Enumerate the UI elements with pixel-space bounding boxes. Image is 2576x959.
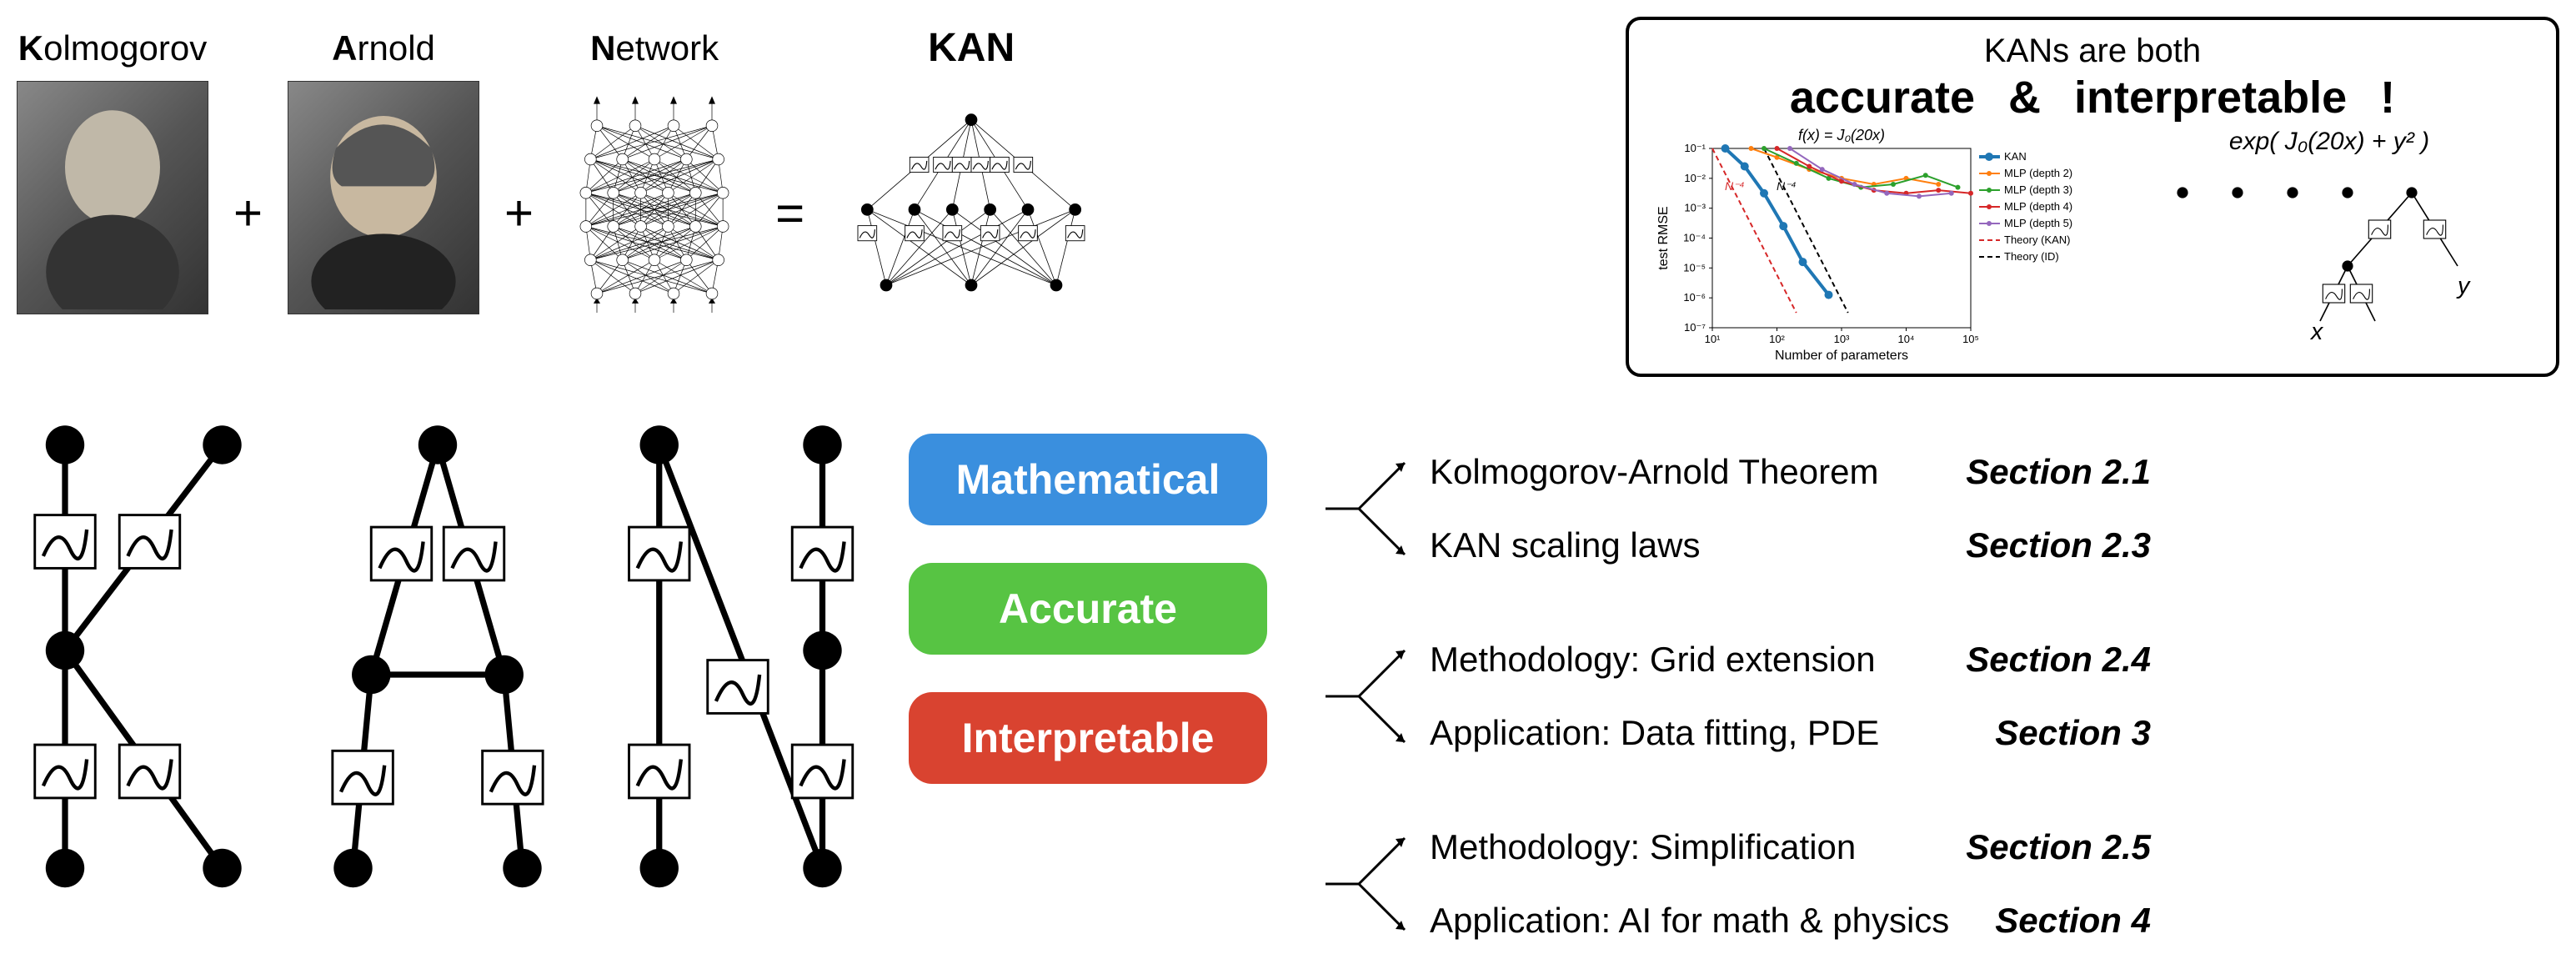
mlp-diagram [559, 81, 750, 314]
kan-diagram [829, 83, 1113, 317]
svg-text:N⁻⁴: N⁻⁴ [1725, 179, 1745, 193]
section-texts-1: Methodology: Grid extension Section 2.4 … [1430, 640, 2151, 753]
svg-text:MLP (depth 2): MLP (depth 2) [2004, 167, 2072, 179]
arnold-label: Arnold [332, 28, 435, 68]
section-text: Kolmogorov-Arnold Theorem [1430, 452, 1878, 492]
kan-label: KAN [928, 25, 1015, 71]
pill-row-1: Accurate [909, 563, 1267, 655]
bang: ! [2380, 72, 2395, 123]
kan-item: KAN [829, 25, 1113, 317]
section-group-1: Methodology: Grid extension Section 2.4 … [1317, 621, 2151, 771]
section-line-1-0: Methodology: Grid extension Section 2.4 [1430, 640, 2151, 680]
arnold-portrait [288, 81, 479, 314]
svg-text:10⁻³: 10⁻³ [1684, 202, 1706, 214]
formula-text: exp( J₀(20x) + y² ) [2137, 128, 2521, 156]
svg-text:f(x) = J₀(20x): f(x) = J₀(20x) [1798, 128, 1885, 143]
svg-text:10³: 10³ [1834, 333, 1850, 345]
ampersand: & [2008, 72, 2041, 123]
section-ref: Section 3 [1995, 713, 2151, 753]
svg-text:MLP (depth 3): MLP (depth 3) [2004, 183, 2072, 196]
svg-text:10⁴: 10⁴ [1897, 333, 1914, 345]
section-texts-0: Kolmogorov-Arnold Theorem Section 2.1 KA… [1430, 452, 2151, 565]
svg-text:Number of parameters: Number of parameters [1775, 349, 1908, 361]
svg-text:Theory (KAN): Theory (KAN) [2004, 233, 2070, 246]
section-text: Methodology: Grid extension [1430, 640, 1876, 680]
pill-row-0: Mathematical [909, 434, 1267, 525]
section-line-0-0: Kolmogorov-Arnold Theorem Section 2.1 [1430, 452, 2151, 492]
svg-text:x: x [2309, 319, 2324, 339]
section-ref: Section 2.4 [1966, 640, 2151, 680]
section-ref: Section 2.5 [1966, 827, 2151, 867]
network-item: Network [559, 28, 750, 314]
svg-text:10¹: 10¹ [1705, 333, 1721, 345]
fork-arrow-icon [1317, 434, 1417, 584]
section-line-2-0: Methodology: Simplification Section 2.5 [1430, 827, 2151, 867]
pill-interpretable: Interpretable [909, 692, 1267, 784]
svg-text:y: y [2456, 273, 2471, 299]
fork-arrow-icon [1317, 621, 1417, 771]
section-ref: Section 2.3 [1966, 525, 2151, 565]
section-text: Application: Data fitting, PDE [1430, 713, 1879, 753]
svg-text:Theory (ID): Theory (ID) [2004, 250, 2059, 263]
kolmogorov-item: Kolmogorov [17, 28, 208, 314]
network-label: Network [590, 28, 719, 68]
svg-text:test RMSE: test RMSE [1656, 206, 1671, 269]
svg-text:MLP (depth 4): MLP (depth 4) [2004, 200, 2072, 213]
bottom-row: Mathematical Accurate Interpretable Kolm… [17, 375, 2559, 959]
section-line-2-1: Application: AI for math & physics Secti… [1430, 901, 2151, 941]
equation: Kolmogorov + Arnold + Network = [17, 17, 1113, 317]
top-row: Kolmogorov + Arnold + Network = [17, 17, 2559, 375]
section-ref: Section 2.1 [1966, 452, 2151, 492]
letter-a [317, 400, 559, 901]
svg-text:10⁻¹: 10⁻¹ [1684, 142, 1706, 154]
section-text: KAN scaling laws [1430, 525, 1700, 565]
kan-letters [17, 400, 859, 959]
svg-text:10⁻⁷: 10⁻⁷ [1684, 321, 1706, 334]
section-text: Application: AI for math & physics [1430, 901, 1949, 941]
plus-icon: + [233, 101, 263, 242]
kolmogorov-label: Kolmogorov [18, 28, 207, 68]
section-ref: Section 4 [1995, 901, 2151, 941]
svg-text:10⁻²: 10⁻² [1684, 172, 1706, 184]
figure-root: Kolmogorov + Arnold + Network = [17, 17, 2559, 939]
fork-arrow-icon [1317, 809, 1417, 959]
pill-row-2: Interpretable [909, 692, 1267, 784]
svg-text:10⁻⁵: 10⁻⁵ [1683, 261, 1706, 274]
letter-n [617, 400, 859, 901]
summary-body: f(x) = J₀(20x) 10⁻¹ 10⁻² 10⁻³ 10⁻⁴ 10⁻⁵ 10⁻⁶ 10… [1654, 128, 2531, 361]
svg-text:KAN: KAN [2004, 150, 2027, 163]
svg-text:10²: 10² [1769, 333, 1785, 345]
letter-k [17, 400, 258, 901]
section-line-1-1: Application: Data fitting, PDE Section 3 [1430, 713, 2151, 753]
svg-text:N⁻⁴: N⁻⁴ [1777, 179, 1797, 193]
section-group-0: Kolmogorov-Arnold Theorem Section 2.1 KA… [1317, 434, 2151, 584]
pill-mathematical: Mathematical [909, 434, 1267, 525]
plus-icon-2: + [504, 101, 534, 242]
accurate-word: accurate [1790, 72, 1975, 123]
svg-text:MLP (depth 5): MLP (depth 5) [2004, 217, 2072, 229]
arnold-item: Arnold [288, 28, 479, 314]
section-texts-2: Methodology: Simplification Section 2.5 … [1430, 827, 2151, 941]
rmse-chart: f(x) = J₀(20x) 10⁻¹ 10⁻² 10⁻³ 10⁻⁴ 10⁻⁵ 10⁻⁶ 10… [1654, 128, 2104, 361]
summary-headline: accurate & interpretable ! [1654, 72, 2531, 123]
equals-icon: = [775, 101, 804, 242]
interpretable-diagram: exp( J₀(20x) + y² ) x y [2137, 128, 2521, 361]
sections-column: Kolmogorov-Arnold Theorem Section 2.1 KA… [1317, 400, 2151, 959]
svg-text:10⁻⁶: 10⁻⁶ [1683, 291, 1706, 304]
svg-text:10⁻⁴: 10⁻⁴ [1683, 232, 1706, 244]
kolmogorov-portrait [17, 81, 208, 314]
pills-column: Mathematical Accurate Interpretable [909, 400, 1267, 959]
section-text: Methodology: Simplification [1430, 827, 1856, 867]
section-group-2: Methodology: Simplification Section 2.5 … [1317, 809, 2151, 959]
pill-accurate: Accurate [909, 563, 1267, 655]
svg-text:10⁵: 10⁵ [1962, 333, 1979, 345]
interpretable-word: interpretable [2074, 72, 2347, 123]
summary-intro: KANs are both [1654, 33, 2531, 70]
summary-box: KANs are both accurate & interpretable !… [1626, 17, 2559, 377]
section-line-0-1: KAN scaling laws Section 2.3 [1430, 525, 2151, 565]
